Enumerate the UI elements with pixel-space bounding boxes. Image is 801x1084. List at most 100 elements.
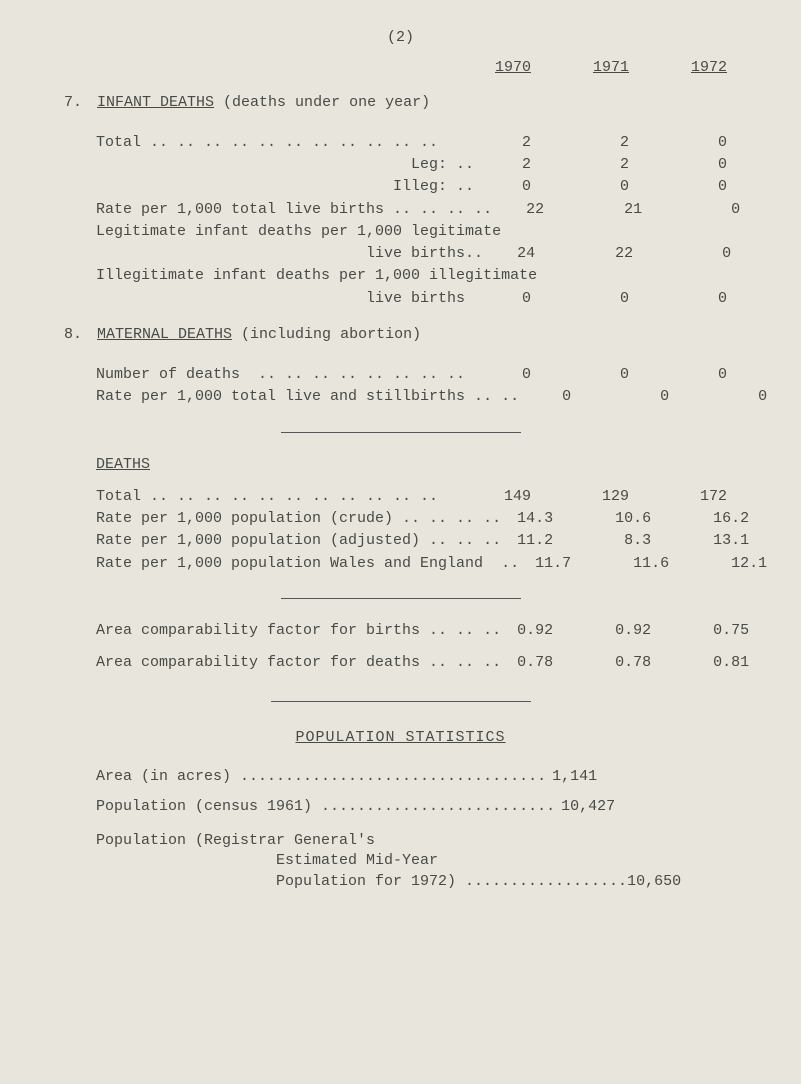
year-1970: 1970: [479, 58, 531, 78]
table-row: Illeg: ..000: [96, 177, 737, 197]
cell: 172: [675, 487, 727, 507]
row-label: Leg: ..: [96, 155, 479, 175]
table-row: Rate per 1,000 population (crude) .. .. …: [96, 509, 737, 529]
cell: 2: [577, 133, 629, 153]
cell: 0: [577, 289, 629, 309]
cell: 0.92: [501, 621, 553, 641]
popstats-reg-line2: Estimated Mid-Year: [96, 851, 737, 871]
cell: 0: [577, 365, 629, 385]
cell: 8.3: [599, 531, 651, 551]
row-values: 14.310.616.2: [501, 509, 759, 529]
section7-heading-rest: (deaths under one year): [214, 94, 430, 111]
row-label: Total .. .. .. .. .. .. .. .. .. .. ..: [96, 133, 479, 153]
row-values: 0 0 0: [479, 289, 737, 309]
year-1971: 1971: [577, 58, 629, 78]
popstats-title: POPULATION STATISTICS: [64, 728, 737, 748]
cell: 2: [479, 133, 531, 153]
row-label: Rate per 1,000 population (adjusted) .. …: [96, 531, 501, 551]
popstats-population-value: 10,427: [555, 797, 615, 817]
cell: 0: [479, 289, 531, 309]
cell: 0: [715, 387, 767, 407]
popstats-reg-line3-value: 10,650: [627, 872, 681, 892]
table-row: Rate per 1,000 population Wales and Engl…: [96, 554, 737, 574]
divider: [281, 432, 521, 433]
table-row: Rate per 1,000 total live and stillbirth…: [96, 387, 737, 407]
row-label: Number of deaths .. .. .. .. .. .. .. ..: [96, 365, 479, 385]
cell: 0: [675, 289, 727, 309]
table-row: live births000: [96, 289, 737, 309]
table-row: live births..24 22 0: [96, 244, 737, 264]
table-row: Rate per 1,000 population (adjusted) .. …: [96, 531, 737, 551]
cell: 0: [617, 387, 669, 407]
cell: 0.78: [501, 653, 553, 673]
cell: 149: [479, 487, 531, 507]
year-header: 1970 1971 1972: [64, 58, 737, 78]
cell: 11.6: [617, 554, 669, 574]
cell: 2: [577, 155, 629, 175]
cell: 0.75: [697, 621, 749, 641]
table-row: Leg: ..220: [96, 155, 737, 175]
row-label: Rate per 1,000 population (crude) .. .. …: [96, 509, 501, 529]
cell: 0: [675, 177, 727, 197]
cell: 21: [590, 200, 642, 220]
row-label: Area comparability factor for deaths .. …: [96, 653, 501, 673]
cell: 22: [492, 200, 544, 220]
cell: 11.2: [501, 531, 553, 551]
row-values: 11.28.313.1: [501, 531, 759, 551]
row-values: 0 0 0: [519, 387, 777, 407]
row-values: 2 2 0: [479, 155, 737, 175]
popstats-area-value: 1,141: [546, 767, 597, 787]
section7-title: 7. INFANT DEATHS (deaths under one year): [64, 93, 737, 113]
row-values: 000: [479, 365, 737, 385]
row-label: live births: [96, 289, 479, 309]
cell: 0.78: [599, 653, 651, 673]
popstats-area-label: Area (in acres) ........................…: [96, 767, 546, 787]
section7-number: 7.: [64, 93, 88, 113]
row-label: Rate per 1,000 total live and stillbirth…: [96, 387, 519, 407]
table-row: Area comparability factor for deaths .. …: [96, 653, 737, 673]
table-row: Illegitimate infant deaths per 1,000 ill…: [96, 266, 737, 286]
cell: 0.81: [697, 653, 749, 673]
row-label: Total .. .. .. .. .. .. .. .. .. .. ..: [96, 487, 479, 507]
page-number: (2): [64, 28, 737, 48]
cell: 0: [688, 200, 740, 220]
popstats-reg-line3-label: Population for 1972) ..................: [276, 872, 627, 892]
cell: 0: [679, 244, 731, 264]
cell: 2: [479, 155, 531, 175]
cell: 10.6: [599, 509, 651, 529]
popstats-population-row: Population (census 1961) ...............…: [96, 797, 737, 817]
cell: 22: [581, 244, 633, 264]
divider: [281, 598, 521, 599]
row-values: 2 2 0: [479, 133, 737, 153]
deaths-rows: Total .. .. .. .. .. .. .. .. .. .. ..14…: [64, 487, 737, 574]
row-values: 0.78 0.78 0.81: [501, 653, 759, 673]
row-values: 11.711.612.1: [519, 554, 777, 574]
row-values: 0 0 0: [479, 177, 737, 197]
table-row: Legitimate infant deaths per 1,000 legit…: [96, 222, 737, 242]
row-values: 149129172: [479, 487, 737, 507]
section7-rows: Total .. .. .. .. .. .. .. .. .. .. ..22…: [64, 133, 737, 309]
cell: 0: [675, 365, 727, 385]
cell: 12.1: [715, 554, 767, 574]
cell: 0.92: [599, 621, 651, 641]
section8-number: 8.: [64, 325, 88, 345]
cell: 24: [483, 244, 535, 264]
cell: 0: [577, 177, 629, 197]
section8-heading-rest: (including abortion): [232, 326, 421, 343]
comparability-rows: Area comparability factor for births .. …: [64, 621, 737, 674]
row-label: live births..: [96, 244, 483, 264]
cell: 0: [675, 155, 727, 175]
table-row: Area comparability factor for births .. …: [96, 621, 737, 641]
cell: 14.3: [501, 509, 553, 529]
cell: 0: [519, 387, 571, 407]
table-row: Rate per 1,000 total live births .. .. .…: [96, 200, 737, 220]
cell: 0: [675, 133, 727, 153]
table-row: Total .. .. .. .. .. .. .. .. .. .. ..14…: [96, 487, 737, 507]
row-values: 0.92 0.92 0.75: [501, 621, 759, 641]
row-label: Rate per 1,000 population Wales and Engl…: [96, 554, 519, 574]
row-label: Illeg: ..: [96, 177, 479, 197]
row-label: Area comparability factor for births .. …: [96, 621, 501, 641]
popstats-area-row: Area (in acres) ........................…: [96, 767, 737, 787]
cell: 0: [479, 177, 531, 197]
table-row: Number of deaths .. .. .. .. .. .. .. ..…: [96, 365, 737, 385]
